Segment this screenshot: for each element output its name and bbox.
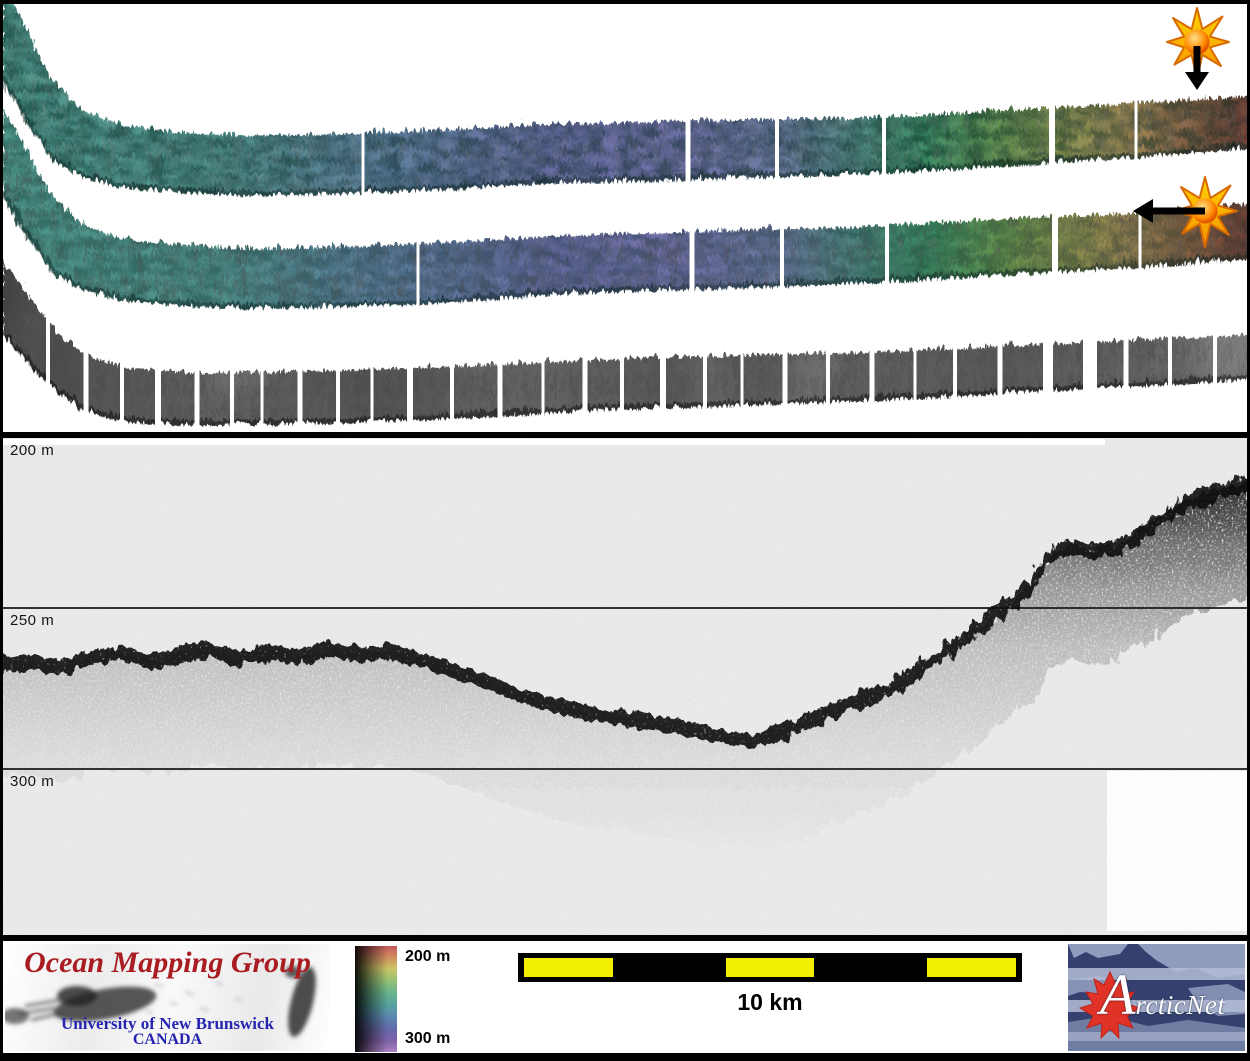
survey-line-gap: [336, 357, 340, 430]
survey-line-gap: [1123, 327, 1129, 394]
survey-line-gap: [620, 346, 624, 417]
scalebar-segment: [619, 953, 720, 982]
survey-line-gap: [703, 343, 707, 414]
sun-arrow-down-icon: [1166, 7, 1230, 90]
survey-line-gap: [582, 348, 588, 419]
scalebar-label: 10 km: [737, 989, 803, 1015]
maple-leaf-icon: [1078, 970, 1142, 1040]
survey-line-gap: [685, 108, 691, 187]
omg-title: Ocean Mapping Group: [24, 946, 311, 979]
scalebar-segment: [921, 953, 1022, 982]
echogram-seafloor-line: [0, 474, 1250, 749]
survey-line-gap: [689, 218, 695, 297]
survey-line-gap: [1083, 329, 1097, 396]
sun-arrow-left-icon: [1133, 176, 1238, 248]
colorbar-label-300m: 300 m: [405, 1030, 451, 1047]
survey-line-gap: [407, 355, 413, 428]
panel-divider: [0, 935, 1250, 941]
survey-line-gap: [826, 340, 830, 410]
colorbar-label-200m: 200 m: [405, 948, 451, 965]
swath-strips-graphic: [0, 0, 1250, 432]
survey-line-gap: [953, 335, 957, 404]
survey-line-gap: [1049, 95, 1055, 170]
arcticnet-rest: rcticNet: [1135, 990, 1226, 1020]
survey-line-gap: [361, 120, 365, 201]
survey-line-gap: [913, 337, 917, 406]
survey-line-gap: [416, 231, 420, 312]
echogram-subsurface-speckle: [0, 480, 1250, 855]
survey-line-gap: [194, 360, 200, 432]
survey-line-gap: [997, 333, 1003, 401]
panel-divider: [0, 432, 1250, 438]
survey-line-gap: [1052, 203, 1058, 280]
survey-line-gap: [46, 311, 50, 393]
survey-line-gap: [775, 106, 779, 185]
survey-line-gap: [120, 355, 124, 429]
omg-university-line: University of New Brunswick: [61, 1014, 274, 1033]
survey-line-gap: [260, 360, 264, 432]
depth-colorbar: [355, 946, 397, 1052]
depth-label-200m: 200 m: [10, 442, 55, 459]
omg-country-line: CANADA: [132, 1031, 203, 1048]
swath-panel: [0, 0, 1250, 432]
survey-line-gap: [450, 353, 454, 426]
arcticnet-map-art: [1068, 944, 1245, 1051]
echogram-top-margin: [0, 439, 1105, 445]
echogram-nodata-patch: [1107, 771, 1247, 931]
survey-line-gap: [1213, 323, 1217, 389]
survey-line-gap: [882, 104, 886, 181]
survey-line-gap: [780, 216, 784, 294]
strip-bathymetry-sun-left: [0, 104, 1250, 307]
survey-line-gap: [660, 344, 666, 415]
survey-line-gap: [740, 342, 744, 413]
frame-border: [0, 0, 3, 1061]
frame-border: [1247, 0, 1250, 1061]
scalebar-segment: [820, 953, 921, 982]
arcticnet-logo: ArcticNet: [1068, 944, 1245, 1051]
frame-border: [0, 0, 1250, 4]
survey-line-gap: [782, 341, 788, 412]
arcticnet-wordmark: ArcticNet: [1100, 966, 1225, 1024]
survey-line-gap: [885, 212, 889, 289]
survey-line-gap: [497, 351, 503, 423]
survey-line-gap: [155, 358, 161, 431]
depth-label-300m: 300 m: [10, 773, 55, 790]
strip-backscatter-grayscale: [0, 259, 1250, 423]
frame-border: [0, 1053, 1250, 1061]
depth-label-250m: 250 m: [10, 612, 55, 629]
sonar-towfish-art: [5, 966, 316, 1038]
echogram-graphic: [0, 438, 1250, 935]
strip-bathymetry-sun-down: [0, 0, 1250, 194]
arcticnet-initial: A: [1100, 962, 1136, 1027]
map-scalebar: [518, 953, 1022, 982]
subbottom-profile-panel: 200 m 250 m 300 m: [0, 438, 1250, 935]
survey-line-gap: [297, 358, 303, 431]
survey-line-gap: [1134, 90, 1138, 165]
survey-line-gap: [370, 356, 374, 429]
survey-line-gap: [869, 339, 875, 408]
footer-bar: Ocean Mapping Group University of New Br…: [0, 941, 1250, 1053]
survey-line-gap: [230, 360, 234, 432]
survey-line-gap: [1043, 331, 1053, 398]
scalebar-segment: [720, 953, 821, 982]
survey-line-gap: [1138, 200, 1142, 275]
ocean-mapping-group-logo: Ocean Mapping Group University of New Br…: [5, 944, 330, 1051]
survey-line-gap: [83, 343, 89, 420]
survey-line-gap: [541, 349, 545, 421]
scalebar-segment: [518, 953, 619, 982]
survey-line-gap: [1168, 325, 1172, 392]
